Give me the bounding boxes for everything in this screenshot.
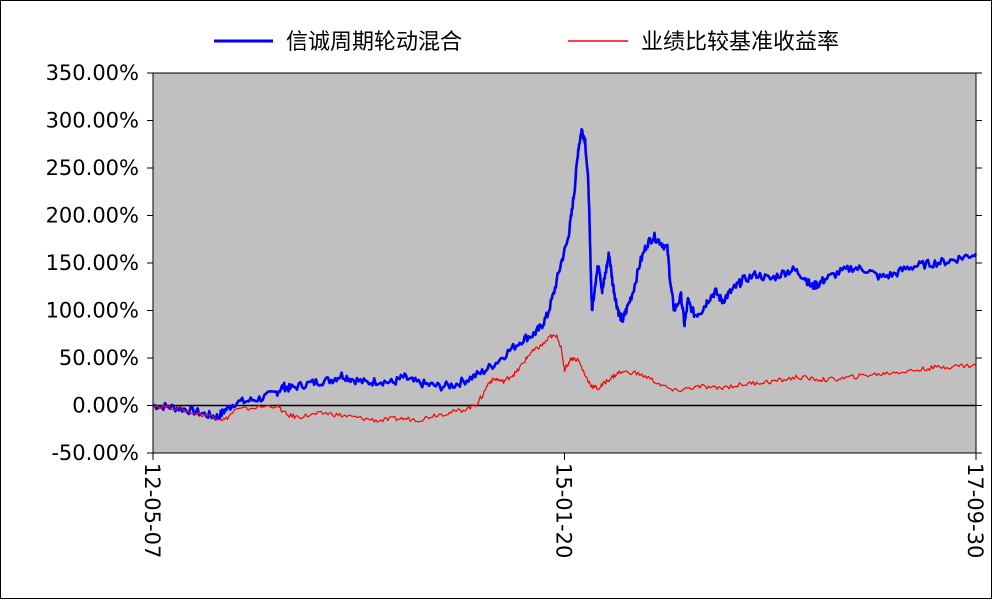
legend: 信诚周期轮动混合 业绩比较基准收益率 xyxy=(214,30,839,55)
y-tick-label: 300.00% xyxy=(46,109,139,133)
series-layer xyxy=(152,128,978,423)
y-tick-label: 150.00% xyxy=(46,251,139,275)
series-line-2 xyxy=(152,333,977,423)
y-tick-label: 350.00% xyxy=(46,61,139,85)
y-tick-label: 50.00% xyxy=(59,346,139,370)
y-tick-label: -50.00% xyxy=(51,441,139,465)
series-line-1 xyxy=(152,128,978,421)
y-tick-label: 200.00% xyxy=(46,204,139,228)
x-tick-label: 15-01-20 xyxy=(552,463,576,558)
x-axis: 12-05-07 15-01-20 17-09-30 xyxy=(140,453,987,558)
legend-label-2: 业绩比较基准收益率 xyxy=(641,30,839,55)
y-axis: 350.00% 300.00% 250.00% 200.00% 150.00% 100.0… xyxy=(46,61,982,465)
x-tick-label: 12-05-07 xyxy=(140,463,164,558)
x-tick-label: 17-09-30 xyxy=(963,463,987,558)
legend-label-1: 信诚周期轮动混合 xyxy=(286,30,462,55)
y-tick-label: 0.00% xyxy=(72,394,139,418)
y-tick-label: 250.00% xyxy=(46,156,139,180)
y-tick-label: 100.00% xyxy=(46,299,139,323)
